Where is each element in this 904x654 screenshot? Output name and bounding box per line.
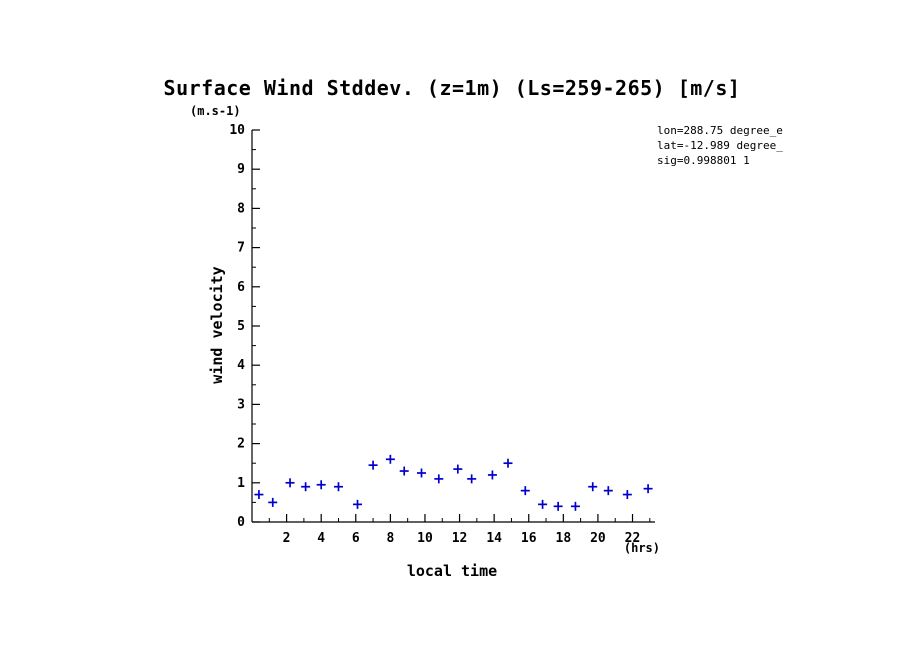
svg-text:12: 12 [452, 531, 468, 546]
svg-text:8: 8 [237, 201, 245, 216]
annotation-sig: sig=0.998801 1 [657, 154, 750, 167]
x-axis-unit-label: (hrs) [623, 541, 660, 555]
svg-text:4: 4 [237, 358, 245, 373]
annotation-lat: lat=-12.989 degree_ [657, 139, 783, 152]
x-axis-label: local time [406, 562, 498, 580]
svg-text:3: 3 [237, 397, 245, 412]
svg-text:6: 6 [237, 280, 245, 295]
svg-text:14: 14 [486, 531, 502, 546]
svg-text:10: 10 [229, 123, 245, 138]
svg-text:5: 5 [237, 319, 245, 334]
svg-text:10: 10 [417, 531, 433, 546]
svg-text:2: 2 [237, 437, 245, 452]
y-axis-unit-label: (m.s-1) [190, 104, 241, 118]
svg-text:18: 18 [556, 531, 572, 546]
svg-text:0: 0 [237, 515, 245, 530]
svg-text:2: 2 [283, 531, 291, 546]
y-axis-label: wind velocity [208, 266, 226, 384]
svg-text:4: 4 [317, 531, 325, 546]
svg-text:7: 7 [237, 241, 245, 256]
annotation-lon: lon=288.75 degree_e [657, 124, 783, 137]
svg-text:9: 9 [237, 162, 245, 177]
chart-title: Surface Wind Stddev. (z=1m) (Ls=259-265)… [163, 76, 741, 100]
svg-text:22: 22 [625, 531, 641, 546]
svg-text:20: 20 [590, 531, 606, 546]
svg-text:1: 1 [237, 476, 245, 491]
svg-text:6: 6 [352, 531, 360, 546]
svg-text:8: 8 [386, 531, 394, 546]
svg-text:16: 16 [521, 531, 537, 546]
annotation-block: lon=288.75 degree_e lat=-12.989 degree_ … [657, 123, 783, 168]
